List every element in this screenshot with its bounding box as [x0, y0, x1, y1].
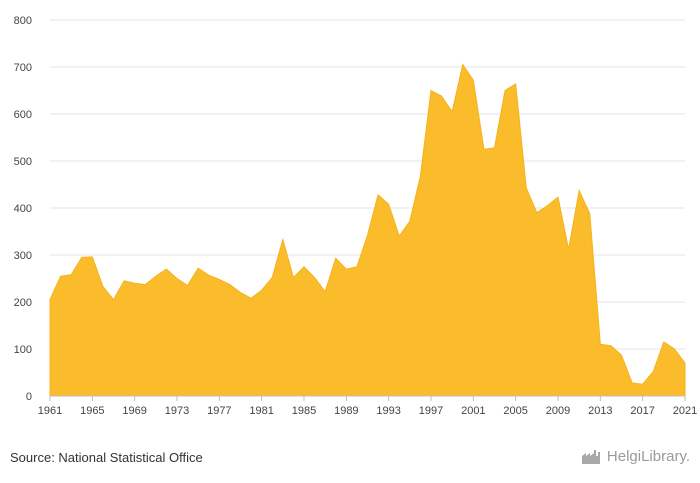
x-axis: 1961 1965 1969 1973 1977 1981 1985 1989 1993 1997…	[38, 396, 697, 417]
x-tick-label: 2001	[461, 405, 485, 417]
y-tick-label: 500	[14, 156, 32, 168]
x-tick-label: 1977	[207, 405, 231, 417]
x-tick-label: 2005	[503, 405, 527, 417]
y-tick-label: 100	[14, 344, 32, 356]
y-tick-label: 400	[14, 203, 32, 215]
x-tick-label: 1969	[122, 405, 146, 417]
factory-icon	[581, 449, 600, 464]
x-tick-label: 1973	[165, 405, 189, 417]
helgi-library-logo[interactable]: HelgiLibrary.	[581, 448, 690, 465]
x-tick-label: 1981	[249, 405, 273, 417]
x-tick-label: 1965	[80, 405, 104, 417]
x-tick-label: 1993	[376, 405, 400, 417]
y-tick-label: 200	[14, 297, 32, 309]
x-tick-label: 1997	[419, 405, 443, 417]
y-axis: 0 100 200 300 400 500 600 700 800	[14, 15, 32, 403]
source-note: Source: National Statistical Office	[10, 450, 203, 465]
logo-text: HelgiLibrary.	[606, 448, 690, 465]
x-tick-label: 1985	[292, 405, 316, 417]
y-tick-label: 300	[14, 250, 32, 262]
y-tick-label: 600	[14, 109, 32, 121]
y-tick-label: 700	[14, 62, 32, 74]
x-tick-label: 2009	[546, 405, 570, 417]
x-tick-label: 2017	[630, 405, 654, 417]
y-tick-label: 800	[14, 15, 32, 27]
x-tick-label: 1989	[334, 405, 358, 417]
x-tick-label: 2021	[673, 405, 697, 417]
y-tick-label: 0	[26, 391, 32, 403]
x-tick-label: 2013	[588, 405, 612, 417]
area-series	[49, 63, 686, 397]
x-tick-label: 1961	[38, 405, 62, 417]
